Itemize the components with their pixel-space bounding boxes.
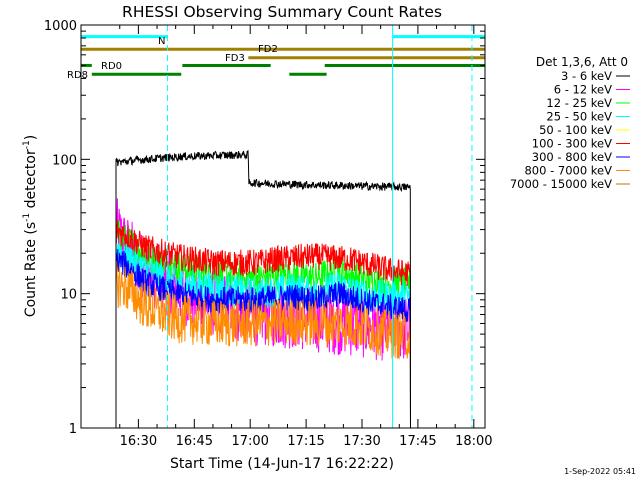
bar-label-fd3: FD3 <box>225 53 245 64</box>
data-series-line <box>115 260 411 429</box>
y-tick-label: 10 <box>60 288 77 303</box>
x-tick-label: 17:15 <box>287 434 324 449</box>
x-tick-label: 17:00 <box>231 434 268 449</box>
data-series-line <box>115 249 411 429</box>
legend-label: 12 - 25 keV <box>546 96 612 110</box>
chart-title: RHESSI Observing Summary Count Rates <box>122 3 442 21</box>
observing-bars: N FD2 FD3 RD0 RD8 <box>67 35 485 81</box>
legend-label: 6 - 12 keV <box>554 83 612 97</box>
legend-label: 25 - 50 keV <box>546 110 612 124</box>
vertical-markers <box>80 25 473 428</box>
bar-label-n: N <box>158 36 165 47</box>
legend-label: 50 - 100 keV <box>539 123 612 137</box>
data-series-line <box>115 150 411 429</box>
legend-label: 800 - 7000 keV <box>524 164 612 178</box>
y-tick-label: 1000 <box>44 19 77 34</box>
x-tick-label: 18:00 <box>455 434 492 449</box>
data-layer <box>115 150 411 429</box>
legend-label: 7000 - 15000 keV <box>510 177 612 191</box>
x-tick-label: 16:30 <box>120 434 157 449</box>
legend-header: Det 1,3,6, Att 0 <box>536 55 628 69</box>
bar-label-fd2: FD2 <box>258 44 278 55</box>
legend-label: 300 - 800 keV <box>532 150 612 164</box>
x-tick-label: 17:30 <box>343 434 380 449</box>
data-series-line <box>115 220 411 429</box>
plot-frame <box>80 24 486 429</box>
x-tick-label: 17:45 <box>399 434 436 449</box>
y-axis-ticks: 1 10 100 1000 <box>44 19 485 437</box>
y-tick-label: 1 <box>69 422 77 437</box>
y-axis-label: Count Rate (s-1 detector-1) <box>22 135 39 317</box>
legend-label: 3 - 6 keV <box>561 69 612 83</box>
bar-label-rd0: RD0 <box>101 61 122 72</box>
x-axis-ticks: 16:30 16:45 17:00 17:15 17:30 17:45 18:00 <box>119 25 493 449</box>
bar-label-rd8: RD8 <box>67 70 88 81</box>
y-tick-label: 100 <box>52 153 77 168</box>
x-axis-label: Start Time (14-Jun-17 16:22:22) <box>170 456 394 472</box>
x-tick-label: 16:45 <box>176 434 213 449</box>
legend-label: 100 - 300 keV <box>532 137 612 151</box>
footer-timestamp: 1-Sep-2022 05:41 <box>564 467 636 476</box>
